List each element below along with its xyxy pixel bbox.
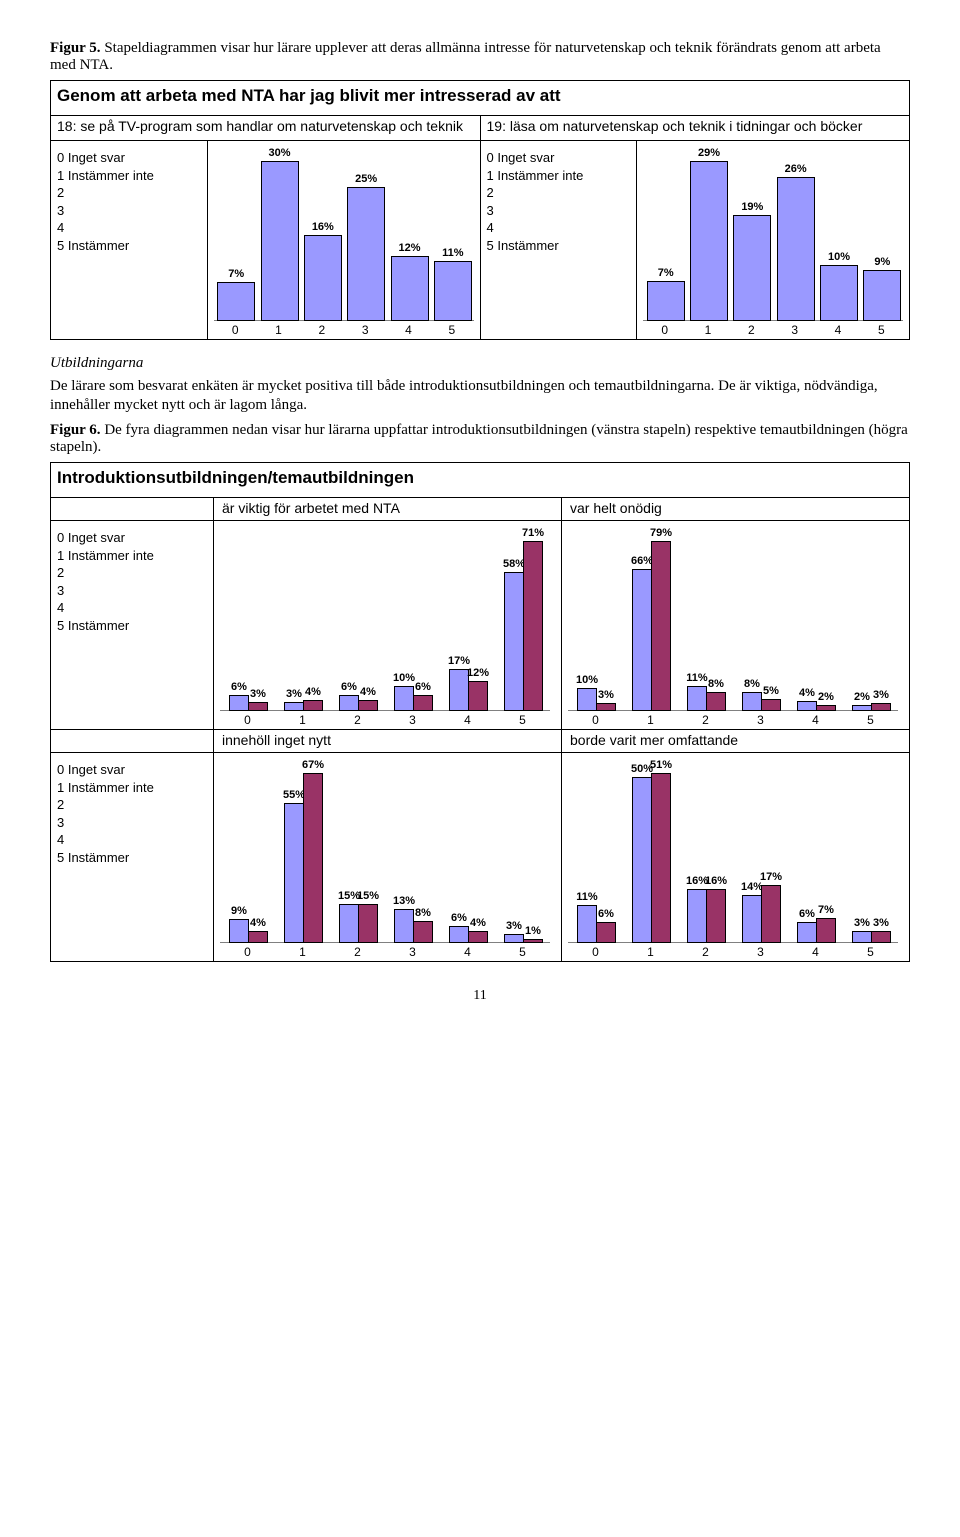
table1: Genom att arbeta med NTA har jag blivit …: [50, 80, 910, 340]
body-para: De lärare som besvarat enkäten är mycket…: [50, 377, 910, 415]
table1-cell18: 18: se på TV-program som handlar om natu…: [51, 116, 481, 141]
utbildningarna-heading: Utbildningarna: [50, 354, 910, 373]
chart-C: 9%4%55%67%15%15%13%8%6%4%3%1%012345: [220, 757, 550, 957]
table1-title: Genom att arbeta med NTA har jag blivit …: [57, 83, 903, 109]
legend-2-top: 0 Inget svar 1 Instämmer inte 2 3 4 5 In…: [51, 521, 214, 730]
figure5-caption: Figur 5. Stapeldiagrammen visar hur lära…: [50, 40, 910, 74]
figure6-caption: Figur 6. De fyra diagrammen nedan visar …: [50, 422, 910, 456]
legend-18: 0 Inget svar 1 Instämmer inte 2 3 4 5 In…: [51, 141, 208, 340]
hdrB: var helt onödig: [562, 498, 910, 521]
table2-title: Introduktionsutbildningen/temautbildning…: [57, 465, 903, 491]
hdrD: borde varit mer omfattande: [562, 730, 910, 753]
chart-B: 10%3%66%79%11%8%8%5%4%2%2%3%012345: [568, 525, 898, 725]
chart-19: 7%29%19%26%10%9%012345: [643, 145, 903, 335]
hdrC: innehöll inget nytt: [214, 730, 562, 753]
page-number: 11: [50, 988, 910, 1004]
hdrA: är viktig för arbetet med NTA: [214, 498, 562, 521]
chart-18: 7%30%16%25%12%11%012345: [214, 145, 474, 335]
legend-19: 0 Inget svar 1 Instämmer inte 2 3 4 5 In…: [480, 141, 637, 340]
legend-2-bottom: 0 Inget svar 1 Instämmer inte 2 3 4 5 In…: [51, 753, 214, 962]
table2: Introduktionsutbildningen/temautbildning…: [50, 462, 910, 962]
chart-A: 6%3%3%4%6%4%10%6%17%12%58%71%012345: [220, 525, 550, 725]
table1-cell19: 19: läsa om naturvetenskap och teknik i …: [480, 116, 910, 141]
chart-D: 11%6%50%51%16%16%14%17%6%7%3%3%012345: [568, 757, 898, 957]
